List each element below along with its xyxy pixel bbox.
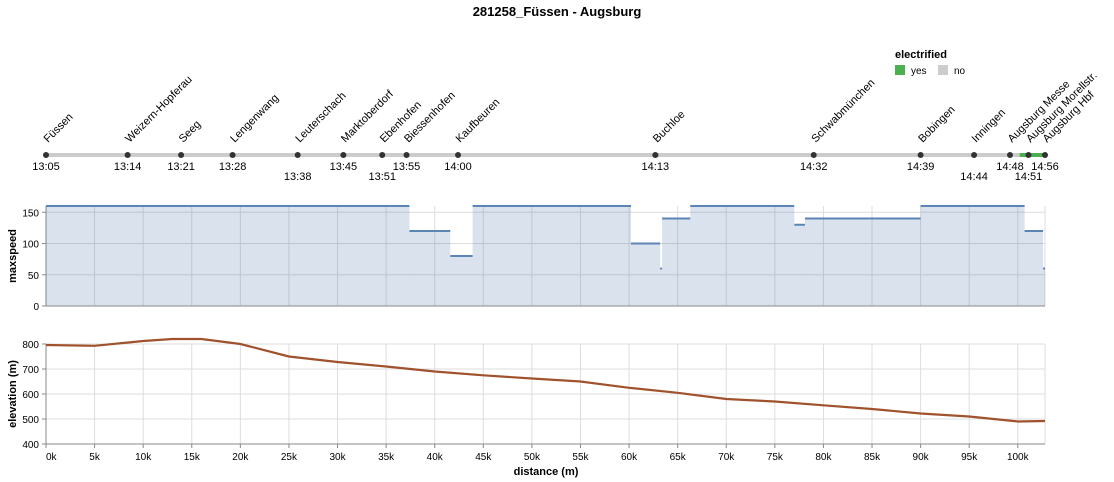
station-name: Füssen [42,111,76,145]
station-marker [917,152,924,158]
x-tick-label: 10k [135,452,152,463]
x-tick-label: 0k [46,452,58,463]
x-tick-label: 100k [1007,452,1030,463]
station-time: 13:14 [114,161,142,173]
legend-label-yes: yes [911,66,927,77]
legend-title: electrified [895,49,947,61]
elevation-axis-label: elevation (m) [7,360,19,428]
maxspeed-area [1024,231,1044,306]
station-time: 14:51 [1015,171,1043,183]
station-name: Seeg [177,118,204,145]
legend-swatch-no [938,65,948,75]
x-tick-label: 25k [281,452,298,463]
elevation-ytick-label: 400 [22,440,39,451]
x-tick-label: 90k [913,452,930,463]
maxspeed-ytick-label: 0 [33,302,39,313]
maxspeed-area [46,206,410,306]
station-name: Kaufbeuren [454,96,503,145]
station-marker [1007,152,1014,158]
station-time: 13:45 [330,161,358,173]
maxspeed-axis-label: maxspeed [7,229,19,283]
x-tick-label: 40k [427,452,444,463]
station-marker [971,152,978,158]
x-tick-label: 50k [524,452,541,463]
station-marker [1042,152,1048,158]
x-tick-label: 80k [815,452,832,463]
x-tick-label: 75k [767,452,784,463]
maxspeed-ytick-label: 150 [22,208,39,219]
maxspeed-area [690,206,795,306]
maxspeed-ytick-label: 100 [22,240,39,251]
maxspeed-area [804,218,921,306]
station-time: 13:51 [368,171,396,183]
x-tick-label: 20k [232,452,249,463]
station-marker [229,152,236,158]
legend-swatch-yes [895,65,905,75]
station-name: Inningen [970,107,1008,145]
station-name: Bobingen [916,104,957,145]
maxspeed-area [794,224,805,306]
station-time: 14:44 [960,171,988,183]
station-name: Lengenwang [228,92,281,145]
station-marker [294,152,301,158]
station-time: 13:05 [32,161,60,173]
station-marker [810,152,817,158]
x-tick-label: 55k [572,452,589,463]
station-marker [340,152,347,158]
x-tick-label: 5k [89,452,101,463]
chart-title: 281258_Füssen - Augsburg [473,4,642,19]
station-time: 14:00 [444,161,472,173]
maxspeed-area [920,206,1025,306]
station-time: 14:56 [1031,161,1059,173]
station-time: 14:48 [996,161,1024,173]
x-tick-label: 15k [184,452,201,463]
maxspeed-area [662,218,691,306]
elevation-ytick-label: 600 [22,390,39,401]
maxspeed-area [409,231,451,306]
elevation-ytick-label: 700 [22,365,39,376]
maxspeed-area [660,268,663,306]
x-tick-label: 30k [329,452,346,463]
legend-label-no: no [954,66,966,77]
station-marker [43,152,49,158]
x-tick-label: 70k [718,452,735,463]
elevation-line [45,337,1046,423]
station-marker [403,152,410,158]
station-time: 13:21 [167,161,195,173]
x-axis-label: distance (m) [514,466,579,478]
x-tick-label: 65k [670,452,687,463]
station-name: Buchloe [651,109,688,146]
elevation-ytick-label: 800 [22,340,39,351]
maxspeed-area [631,243,661,306]
station-marker [455,152,462,158]
station-marker [1025,152,1032,158]
station-time: 13:28 [219,161,247,173]
station-marker [379,152,386,158]
station-time: 14:39 [907,161,935,173]
x-tick-label: 35k [378,452,395,463]
station-marker [652,152,659,158]
station-marker [178,152,185,158]
maxspeed-area [450,256,473,306]
station-name: Schwabmünchen [809,77,877,145]
station-marker [124,152,131,158]
maxspeed-ytick-label: 50 [28,271,40,282]
maxspeed-area [472,206,632,306]
x-tick-label: 60k [621,452,638,463]
station-time: 14:32 [800,161,828,173]
station-time: 13:55 [393,161,421,173]
x-tick-label: 95k [961,452,978,463]
x-tick-label: 45k [475,452,492,463]
station-time: 14:13 [642,161,670,173]
elevation-ytick-label: 500 [22,415,39,426]
x-tick-label: 85k [864,452,881,463]
maxspeed-area [1043,268,1045,306]
station-time: 13:38 [284,171,312,183]
